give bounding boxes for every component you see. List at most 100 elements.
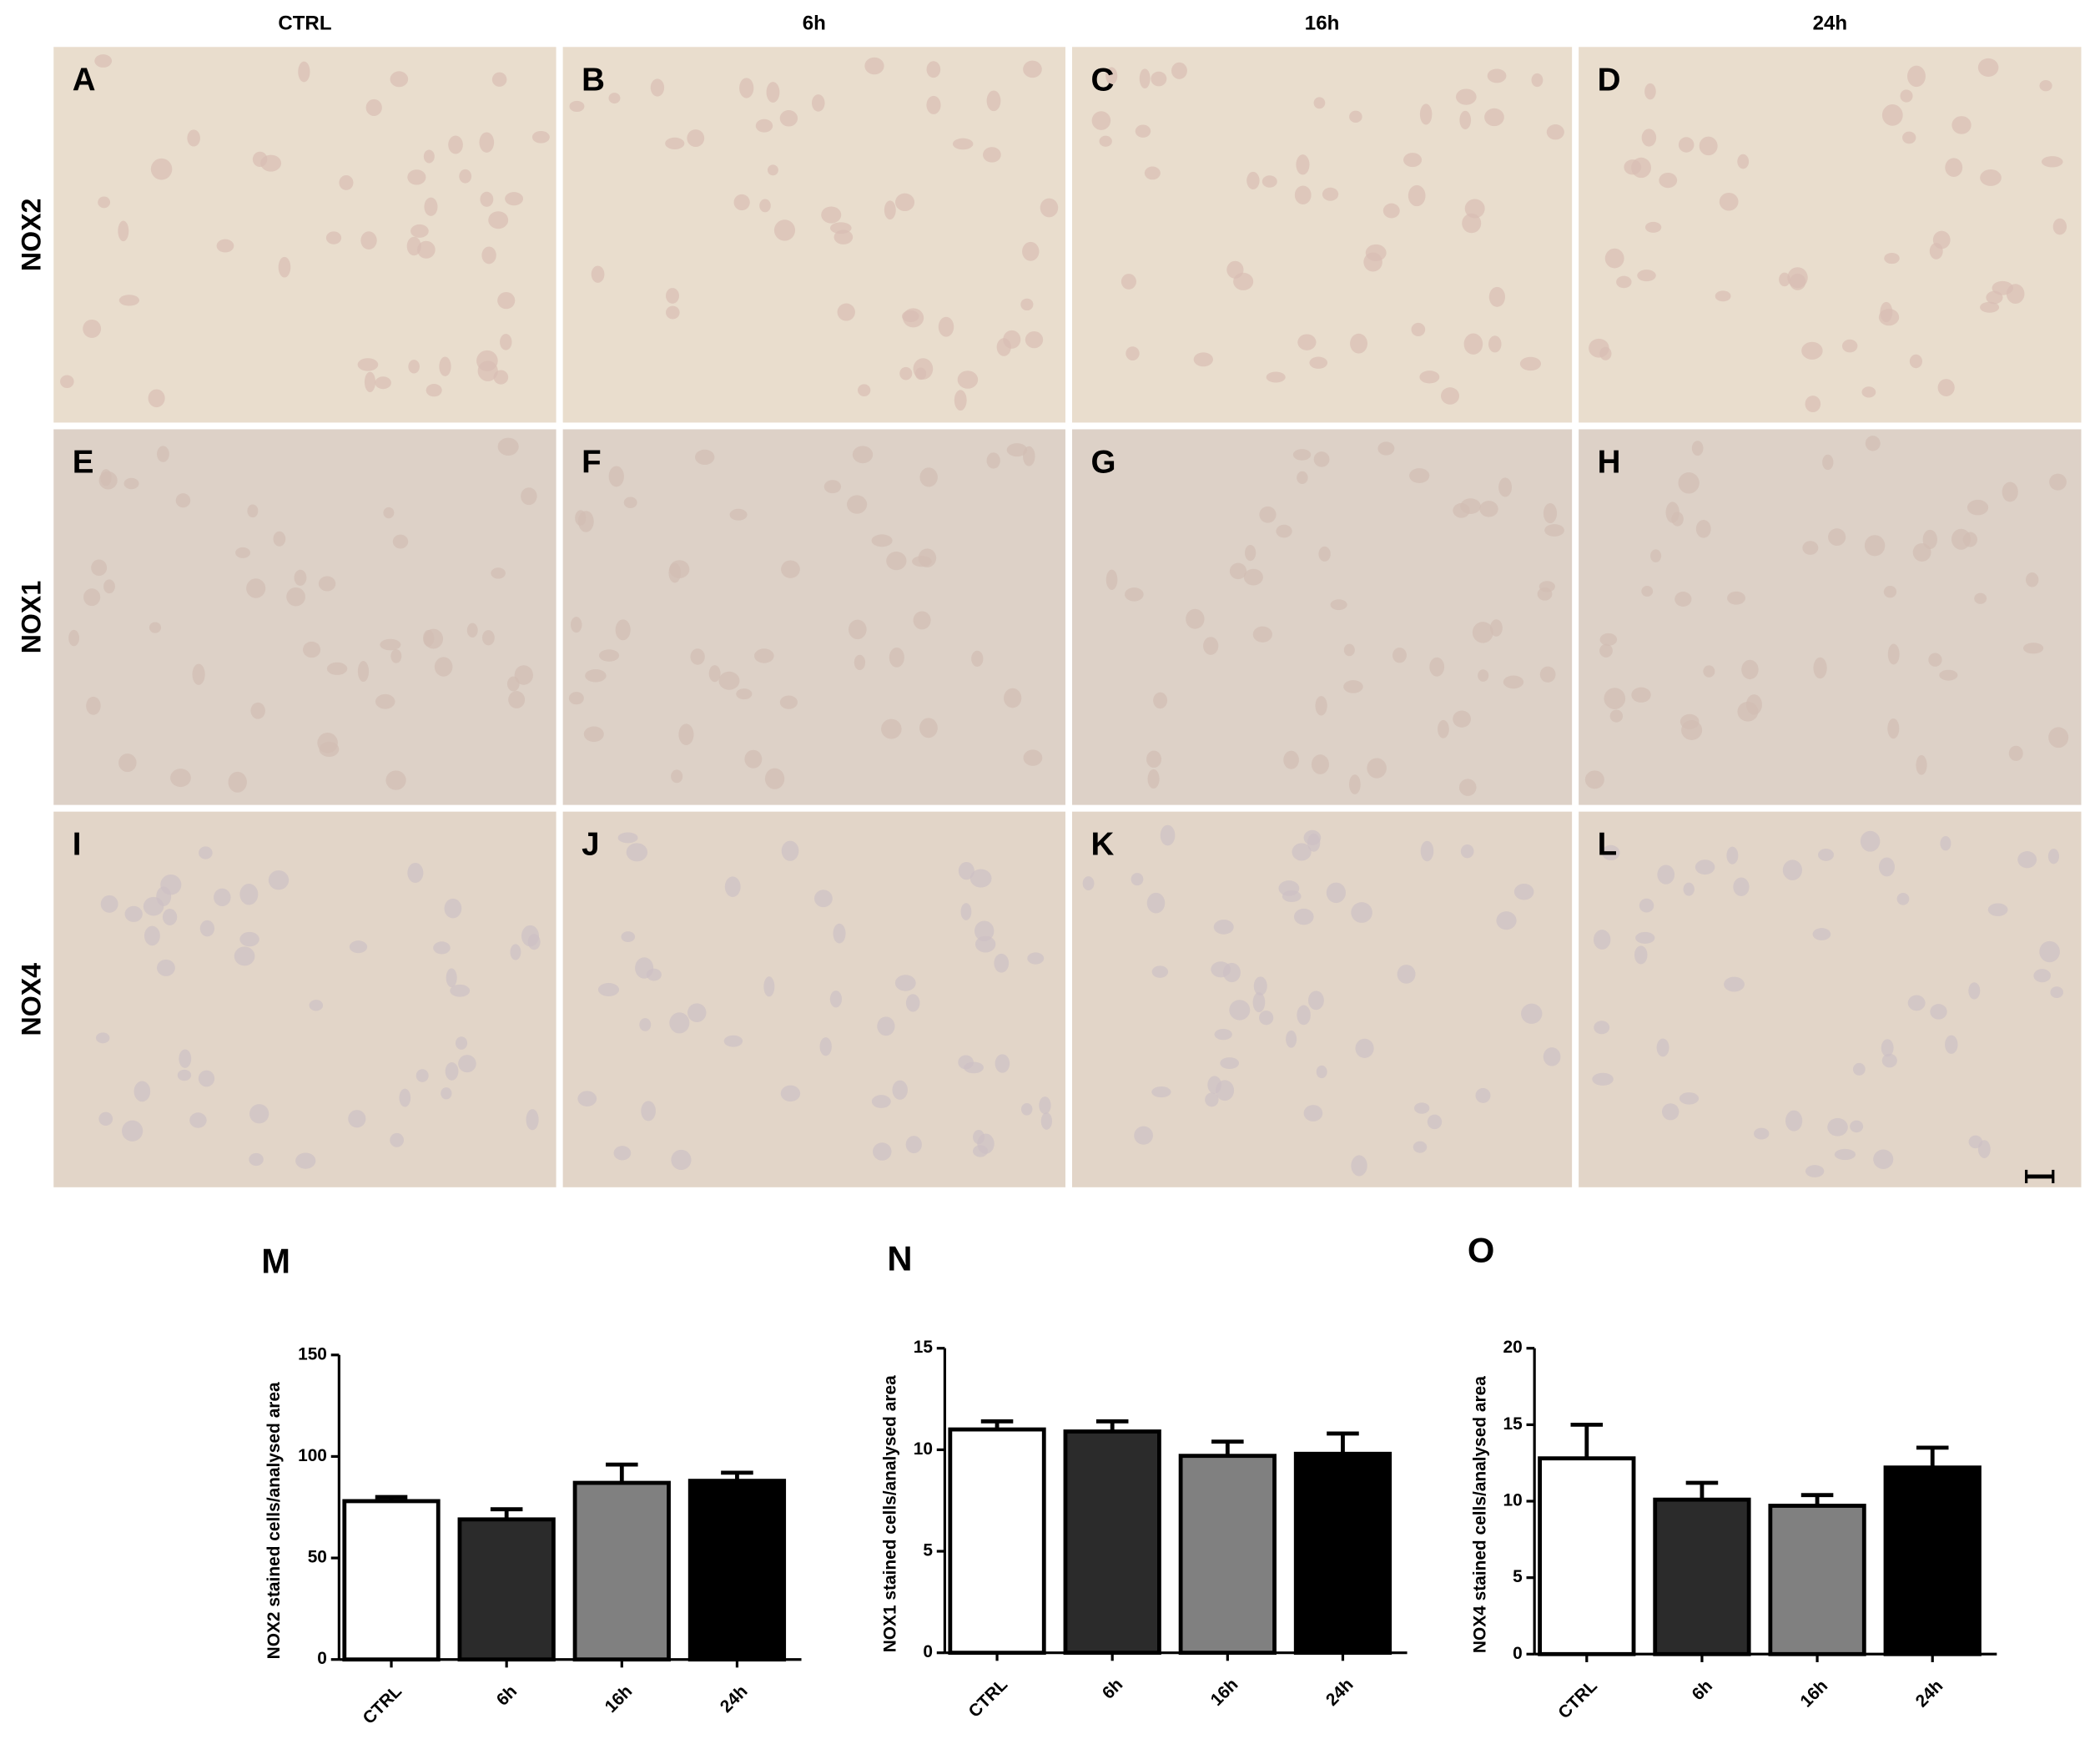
cell	[1828, 528, 1846, 547]
cell	[1105, 67, 1118, 85]
cell	[1343, 680, 1363, 693]
column-header: 16h	[1305, 12, 1340, 34]
cell	[1246, 171, 1260, 189]
cell	[170, 769, 191, 788]
cell	[1040, 198, 1059, 218]
cell	[1311, 754, 1329, 774]
cell	[357, 358, 379, 371]
cell	[476, 350, 498, 371]
cell	[1151, 71, 1167, 87]
cell	[1785, 1110, 1803, 1132]
cell	[1850, 1120, 1864, 1133]
y-tick-label: 5	[923, 1541, 933, 1560]
cell	[189, 1112, 207, 1128]
cell	[1023, 60, 1042, 78]
cell	[318, 576, 336, 592]
cell	[445, 1062, 459, 1081]
cell	[1900, 89, 1913, 103]
cell	[1293, 908, 1314, 925]
cell	[666, 305, 680, 320]
cell	[399, 1088, 411, 1107]
y-tick-label: 0	[923, 1642, 933, 1661]
cell	[148, 389, 165, 408]
cell	[497, 291, 516, 310]
cell	[1699, 136, 1718, 156]
cell	[1865, 436, 1881, 451]
cell	[1411, 322, 1426, 336]
cell	[1458, 779, 1477, 796]
cell	[617, 832, 638, 844]
cell	[1296, 154, 1310, 175]
cell	[886, 551, 907, 571]
cell	[144, 925, 160, 946]
cell	[764, 768, 785, 789]
cell	[1937, 379, 1955, 396]
cell	[1604, 688, 1626, 709]
panel-letter: C	[1090, 62, 1114, 98]
cell	[1907, 995, 1926, 1011]
cell	[1462, 213, 1482, 234]
cell	[407, 169, 426, 185]
cell	[1441, 387, 1460, 405]
cell	[1262, 175, 1277, 188]
cell	[83, 588, 101, 607]
panel-letter: K	[1090, 827, 1114, 863]
panel-letter: M	[261, 1241, 290, 1280]
cell	[569, 100, 585, 113]
cell	[1968, 982, 1981, 1000]
cell	[1460, 844, 1474, 859]
cell	[491, 72, 507, 87]
y-axis-label: NOX1 stained cells/analysed area	[881, 1375, 900, 1652]
cell	[1754, 1127, 1770, 1140]
cell	[1020, 298, 1034, 311]
cell	[1546, 124, 1564, 140]
panel-letter: G	[1090, 444, 1115, 480]
cell	[884, 200, 896, 220]
cell	[162, 909, 178, 925]
cell	[1004, 688, 1022, 708]
cell	[1253, 976, 1267, 995]
cell	[744, 749, 763, 769]
bar	[948, 1427, 1046, 1656]
cell	[1881, 1053, 1897, 1068]
row-label: NOX4	[17, 963, 47, 1036]
cell	[1884, 252, 1900, 265]
bar	[1063, 1429, 1161, 1656]
cell	[608, 93, 621, 104]
cell	[779, 109, 798, 127]
cell	[1932, 230, 1951, 250]
y-axis-label: NOX4 stained cells/analysed area	[1470, 1376, 1489, 1653]
cell	[2006, 284, 2025, 304]
cell	[424, 197, 438, 216]
cell	[521, 925, 540, 947]
cell	[1229, 562, 1247, 580]
cell	[1233, 272, 1254, 290]
cell	[364, 371, 376, 393]
bar	[342, 1499, 441, 1662]
cell	[118, 220, 129, 242]
cell	[349, 940, 368, 954]
micrograph	[1579, 47, 2082, 423]
cell	[1382, 203, 1400, 219]
cell	[1644, 83, 1656, 100]
cell	[577, 1091, 597, 1106]
cell	[247, 504, 259, 518]
y-tick-label: 15	[1503, 1414, 1523, 1434]
cell	[1134, 1126, 1153, 1145]
cell	[497, 437, 519, 456]
cell	[1252, 992, 1266, 1013]
cell	[1283, 750, 1299, 769]
cell	[848, 619, 867, 640]
cell	[2033, 969, 2051, 983]
cell	[986, 90, 1001, 112]
cell	[1691, 441, 1704, 456]
cell	[278, 256, 291, 278]
cell	[597, 982, 620, 996]
cell	[577, 511, 594, 532]
cell	[1420, 840, 1434, 862]
cell	[1403, 153, 1423, 168]
column-header: CTRL	[278, 12, 331, 34]
cell	[1135, 124, 1151, 138]
panel-letter: B	[582, 62, 605, 98]
